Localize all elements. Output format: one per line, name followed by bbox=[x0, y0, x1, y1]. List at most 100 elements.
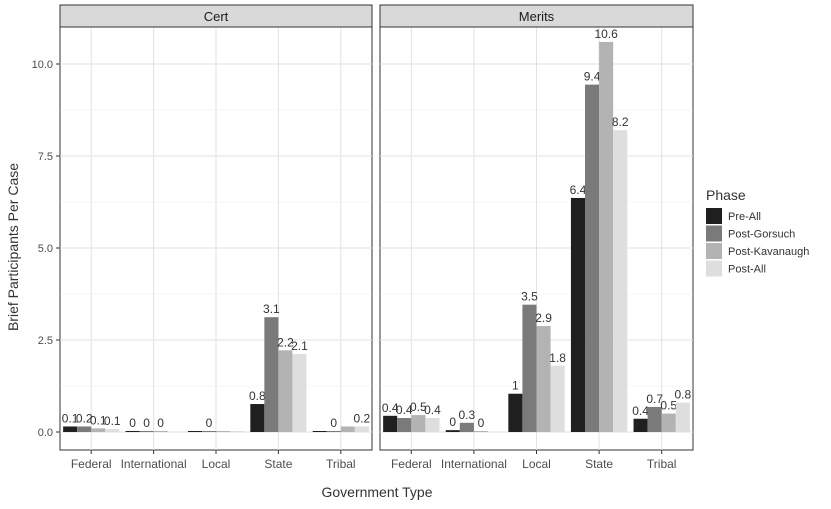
legend-item-label: Pre-All bbox=[728, 211, 761, 223]
bar-post-kavanaugh bbox=[599, 41, 614, 433]
x-axis-title: Government Type bbox=[321, 484, 432, 500]
bar-post-all bbox=[425, 418, 440, 432]
data-label: 0.2 bbox=[354, 411, 371, 425]
legend-title: Phase bbox=[706, 187, 746, 203]
data-label: 8.2 bbox=[612, 115, 629, 129]
bar-pre-all bbox=[508, 393, 523, 432]
bar-pre-all bbox=[63, 426, 78, 432]
data-label: 0.5 bbox=[660, 399, 677, 413]
bar-post-all bbox=[354, 426, 369, 432]
bar-post-kavanaugh bbox=[91, 428, 106, 432]
data-label: 0 bbox=[143, 416, 150, 430]
facet-title: Cert bbox=[204, 9, 229, 24]
facet-strip bbox=[379, 4, 694, 28]
y-tick-label: 0.0 bbox=[38, 427, 53, 439]
facet-title: Merits bbox=[519, 9, 555, 24]
bar-post-kavanaugh bbox=[473, 431, 488, 432]
data-label: 0.3 bbox=[459, 408, 476, 422]
legend-item-label: Post-Kavanaugh bbox=[728, 246, 809, 258]
data-label: 0.4 bbox=[424, 403, 441, 417]
legend-swatch bbox=[706, 243, 722, 259]
data-label: 0 bbox=[129, 416, 136, 430]
data-label: 0.1 bbox=[90, 413, 107, 427]
data-label: 0.1 bbox=[104, 414, 121, 428]
bar-post-gorsuch bbox=[264, 317, 279, 432]
data-label: 0.2 bbox=[76, 411, 93, 425]
data-label: 0.4 bbox=[396, 403, 413, 417]
bar-post-all bbox=[292, 353, 307, 432]
data-label: 3.5 bbox=[521, 290, 538, 304]
data-label: 0.1 bbox=[62, 411, 79, 425]
bar-post-all bbox=[675, 402, 690, 432]
data-label: 0.8 bbox=[249, 389, 266, 403]
x-tick-label: Local bbox=[202, 457, 231, 471]
bar-post-gorsuch bbox=[585, 84, 600, 432]
bar-post-gorsuch bbox=[139, 431, 154, 432]
bar-post-kavanaugh bbox=[536, 326, 551, 432]
bar-pre-all bbox=[187, 431, 202, 432]
bar-post-gorsuch bbox=[647, 406, 662, 432]
legend-item-label: Post-Gorsuch bbox=[728, 229, 795, 241]
bar-post-gorsuch bbox=[459, 422, 474, 432]
data-label: 0 bbox=[449, 415, 456, 429]
bar-pre-all bbox=[633, 418, 648, 432]
x-tick-label: Federal bbox=[71, 457, 112, 471]
bar-post-gorsuch bbox=[77, 426, 92, 432]
bar-post-all bbox=[105, 429, 120, 432]
data-label: 0.4 bbox=[632, 404, 649, 418]
x-tick-label: Tribal bbox=[326, 457, 356, 471]
x-tick-label: International bbox=[441, 457, 507, 471]
bar-post-gorsuch bbox=[326, 431, 341, 432]
x-tick-label: Local bbox=[522, 457, 551, 471]
legend-swatch bbox=[706, 225, 722, 242]
y-tick-label: 10.0 bbox=[32, 59, 53, 71]
data-label: 2.2 bbox=[277, 335, 294, 349]
y-tick-label: 7.5 bbox=[38, 151, 53, 163]
bar-pre-all bbox=[125, 431, 140, 432]
legend-item-label: Post-All bbox=[728, 264, 766, 276]
data-label: 6.4 bbox=[570, 183, 587, 197]
data-label: 9.4 bbox=[584, 70, 601, 84]
data-label: 0 bbox=[206, 416, 213, 430]
data-label: 0 bbox=[330, 416, 337, 430]
y-tick-label: 5.0 bbox=[38, 243, 53, 255]
bar-post-all bbox=[613, 130, 628, 433]
data-label: 0.8 bbox=[674, 388, 691, 402]
x-tick-label: State bbox=[585, 457, 613, 471]
y-tick-label: 2.5 bbox=[38, 335, 53, 347]
bar-post-kavanaugh bbox=[278, 350, 293, 432]
data-label: 2.9 bbox=[535, 311, 552, 325]
facet-strip bbox=[59, 4, 373, 28]
x-tick-label: Federal bbox=[391, 457, 432, 471]
bar-pre-all bbox=[383, 415, 398, 432]
x-tick-label: International bbox=[121, 457, 187, 471]
x-tick-label: State bbox=[264, 457, 292, 471]
bar-post-gorsuch bbox=[201, 431, 216, 432]
data-label: 1.8 bbox=[549, 351, 566, 365]
bar-post-gorsuch bbox=[397, 418, 412, 432]
data-label: 0.5 bbox=[410, 400, 427, 414]
bar-post-kavanaugh bbox=[661, 413, 676, 432]
bar-pre-all bbox=[250, 404, 265, 432]
data-label: 0 bbox=[478, 416, 485, 430]
data-label: 1 bbox=[512, 379, 519, 393]
legend-swatch bbox=[706, 208, 722, 224]
bar-post-kavanaugh bbox=[216, 431, 231, 432]
bar-post-kavanaugh bbox=[411, 415, 426, 432]
data-label: 0 bbox=[157, 416, 164, 430]
bar-post-kavanaugh bbox=[340, 426, 355, 432]
x-tick-label: Tribal bbox=[647, 457, 677, 471]
bar-pre-all bbox=[312, 431, 327, 432]
bar-post-all bbox=[230, 431, 245, 432]
bar-pre-all bbox=[570, 197, 586, 432]
data-label: 0.7 bbox=[646, 392, 663, 406]
data-label: 0.4 bbox=[382, 401, 399, 415]
data-label: 10.6 bbox=[594, 27, 618, 41]
bar-post-gorsuch bbox=[522, 304, 537, 432]
bar-pre-all bbox=[445, 430, 460, 432]
bar-post-all bbox=[550, 365, 565, 432]
legend-swatch bbox=[706, 260, 722, 277]
data-label: 2.1 bbox=[291, 339, 308, 353]
